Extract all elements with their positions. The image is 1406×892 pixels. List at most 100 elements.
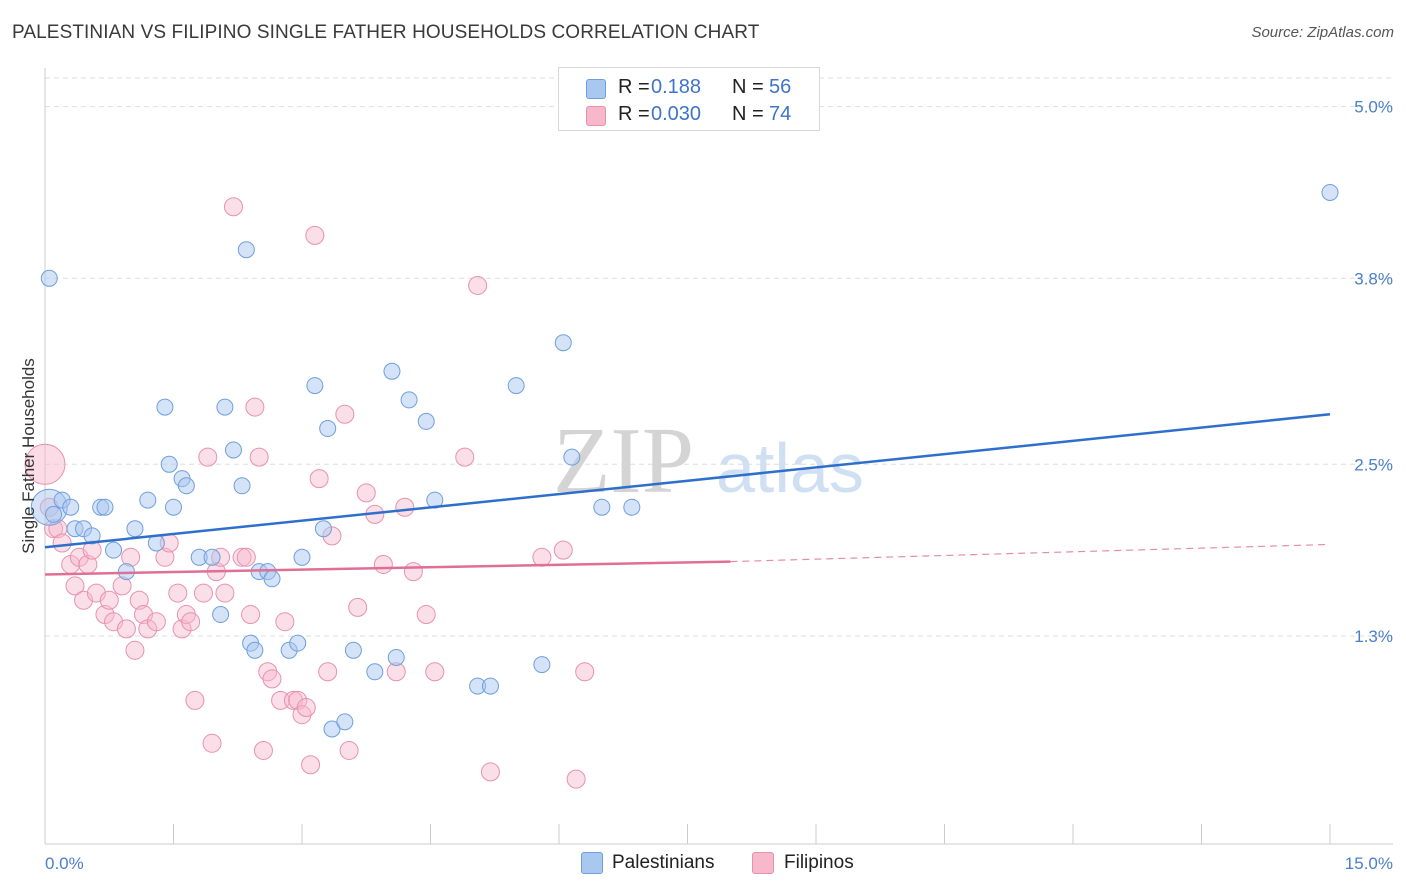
filipinos-point [168, 583, 188, 603]
source-credit: Source: ZipAtlas.com [1251, 24, 1394, 41]
palestinians-point [593, 498, 611, 516]
palestinians-point [323, 720, 341, 738]
filipinos-point [395, 497, 415, 517]
filipinos-point [24, 443, 66, 485]
legend-n-label: N = [732, 103, 764, 125]
palestinians-point [623, 498, 641, 516]
legend-r-label: R = [618, 76, 650, 98]
palestinians-point [126, 520, 144, 538]
palestinians-point [160, 455, 178, 473]
filipinos-point [202, 733, 222, 753]
palestinians-point [387, 648, 405, 666]
filipinos-point [249, 447, 269, 467]
palestinians-point [366, 663, 384, 681]
legend-row-palestinians: R = 0.188 N = 56 [559, 75, 819, 101]
palestinians-point [400, 391, 418, 409]
filipinos-trend-line [44, 560, 731, 576]
filipinos-point [52, 533, 72, 553]
palestinians-point [533, 656, 551, 674]
filipinos-point [241, 605, 261, 625]
filipinos-point [296, 698, 316, 718]
filipinos-points [24, 197, 595, 789]
legend-r-value: 0.030 [651, 103, 702, 125]
filipinos-point [403, 562, 423, 582]
palestinians-points [30, 183, 1339, 738]
legend-n-value: 56 [769, 76, 792, 98]
correlation-legend: R = 0.188 N = 56 R = 0.030 N = 74 [558, 67, 820, 131]
filipinos-point [416, 605, 436, 625]
filipinos-point [575, 662, 595, 682]
legend-r-label: R = [618, 103, 650, 125]
palestinians-point [481, 677, 499, 695]
tick-labels: 1.3% 2.5% 3.8% 5.0% 0.0% 15.0% [45, 98, 1393, 873]
x-tick-label: 0.0% [45, 854, 84, 873]
palestinians-point [237, 241, 255, 259]
filipinos-point [253, 740, 273, 760]
legend-n-value: 74 [769, 103, 792, 125]
filipinos-point [181, 612, 201, 632]
palestinians-point [344, 641, 362, 659]
palestinians-point [383, 362, 401, 380]
palestinians-point [319, 420, 337, 438]
palestinians-trend-line [44, 412, 1331, 549]
y-axis-title: Single Father Households [19, 358, 38, 554]
filipinos-point [566, 769, 586, 789]
filipinos-point [480, 762, 500, 782]
palestinians-point [289, 634, 307, 652]
filipinos-point [65, 576, 85, 596]
y-tick-label: 1.3% [1354, 627, 1393, 646]
filipinos-point [468, 275, 488, 295]
filipinos-point [125, 640, 145, 660]
trend-lines [44, 412, 1331, 576]
filipinos-point [348, 597, 368, 617]
watermark-atlas: atlas [716, 429, 864, 507]
filipinos-point [339, 740, 359, 760]
filipinos-point [215, 583, 235, 603]
filipinos-point [155, 547, 175, 567]
palestinians-point [203, 548, 221, 566]
filipinos-point [223, 197, 243, 217]
filipinos-point [146, 612, 166, 632]
filipinos-point [275, 612, 295, 632]
filipinos-point [356, 483, 376, 503]
palestinians-point [293, 548, 311, 566]
palestinians-point [62, 498, 80, 516]
palestinians-point [563, 448, 581, 466]
palestinians-point [306, 377, 324, 395]
filipinos-trend-extension [730, 543, 1331, 563]
filipinos-point [455, 447, 475, 467]
filipinos-legend-label: Filipinos [784, 852, 854, 873]
filipinos-point [553, 540, 573, 560]
palestinians-point [554, 334, 572, 352]
filipinos-point [245, 397, 265, 417]
filipinos-point [318, 662, 338, 682]
palestinians-point [1321, 183, 1339, 201]
filipinos-point [309, 469, 329, 489]
legend-row-filipinos: R = 0.030 N = 74 [559, 102, 819, 128]
filipinos-point [193, 583, 213, 603]
palestinians-point [224, 441, 242, 459]
palestinians-point [417, 412, 435, 430]
palestinians-point [45, 505, 63, 523]
palestinians-point [96, 498, 114, 516]
filipinos-point [232, 547, 252, 567]
y-tick-label: 3.8% [1354, 269, 1393, 288]
palestinians-point [314, 520, 332, 538]
palestinians-point [507, 377, 525, 395]
palestinians-point [233, 477, 251, 495]
y-tick-label: 5.0% [1354, 98, 1393, 117]
filipinos-point [262, 669, 282, 689]
palestinians-point [246, 641, 264, 659]
palestinians-point [336, 713, 354, 731]
palestinians-point [105, 541, 123, 559]
filipinos-point [335, 404, 355, 424]
filipinos-point [425, 662, 445, 682]
filipinos-point [129, 590, 149, 610]
palestinians-point [263, 570, 281, 588]
palestinians-point [139, 491, 157, 509]
filipinos-point [198, 447, 218, 467]
filipinos-point [532, 547, 552, 567]
legend-swatch-palestinians [586, 79, 606, 99]
x-tick-label: 15.0% [1345, 854, 1393, 873]
